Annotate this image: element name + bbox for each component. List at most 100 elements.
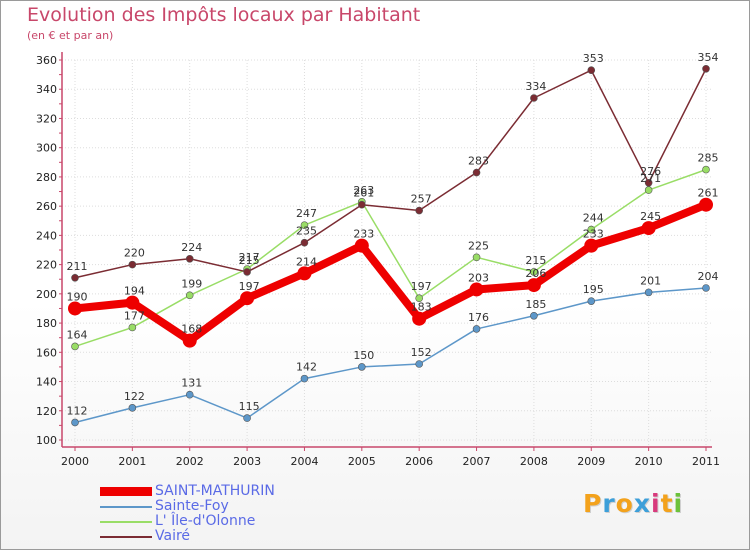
- data-label: 257: [411, 193, 432, 206]
- x-tick-label: 2011: [692, 455, 720, 468]
- data-point: [128, 260, 137, 269]
- x-tick-label: 2000: [61, 455, 89, 468]
- data-label: 115: [239, 400, 260, 413]
- x-tick-label: 2004: [290, 455, 318, 468]
- data-point: [358, 200, 366, 209]
- y-tick-label: 320: [36, 112, 57, 125]
- x-tick-label: 2006: [405, 455, 433, 468]
- logo-letter: P: [583, 489, 603, 518]
- data-point: [469, 282, 484, 297]
- data-point: [415, 360, 423, 368]
- data-label: 190: [67, 290, 88, 303]
- data-label: 201: [640, 274, 661, 287]
- y-tick-label: 340: [36, 83, 57, 96]
- data-label: 185: [525, 298, 546, 311]
- data-point: [300, 238, 309, 247]
- data-point: [530, 311, 538, 320]
- data-label: 214: [296, 255, 317, 268]
- data-label: 247: [296, 207, 317, 220]
- data-point: [182, 333, 197, 348]
- x-tick-label: 2007: [463, 455, 491, 468]
- data-point: [71, 418, 79, 427]
- data-point: [584, 238, 599, 253]
- data-label: 285: [698, 152, 719, 165]
- data-point: [358, 363, 366, 371]
- y-tick-label: 260: [36, 200, 57, 213]
- x-tick-label: 2009: [577, 455, 605, 468]
- data-point: [415, 294, 423, 303]
- data-label: 197: [411, 280, 432, 293]
- data-point: [185, 254, 194, 263]
- data-label: 245: [640, 210, 661, 223]
- data-point: [243, 268, 251, 276]
- legend-label: SAINT-MATHURIN: [155, 483, 275, 499]
- data-point: [354, 238, 369, 253]
- x-tick-label: 2005: [348, 455, 376, 468]
- data-point: [641, 221, 656, 236]
- data-point: [71, 342, 79, 351]
- data-label: 122: [124, 390, 145, 403]
- y-tick-label: 100: [36, 434, 57, 447]
- data-label: 176: [468, 311, 489, 324]
- x-tick-label: 2010: [635, 455, 663, 468]
- data-label: 215: [239, 254, 260, 267]
- data-point: [587, 225, 596, 234]
- data-label: 194: [124, 285, 145, 298]
- data-point: [185, 390, 194, 399]
- data-label: 244: [583, 212, 604, 225]
- data-point: [243, 414, 251, 422]
- data-point: [128, 404, 137, 412]
- logo-letter: t: [660, 489, 674, 518]
- data-point: [472, 168, 481, 177]
- data-point: [587, 297, 596, 305]
- data-label: 152: [411, 346, 432, 359]
- data-point: [587, 66, 596, 75]
- series-line: [74, 287, 707, 424]
- data-point: [412, 311, 427, 326]
- y-tick-label: 140: [36, 376, 57, 389]
- x-tick-label: 2001: [118, 455, 146, 468]
- y-tick-label: 200: [36, 288, 57, 301]
- data-label: 233: [353, 228, 374, 241]
- data-point: [702, 165, 710, 174]
- data-label: 204: [698, 270, 719, 283]
- data-label: 235: [296, 225, 317, 238]
- data-label: 271: [640, 172, 661, 185]
- y-tick-label: 240: [36, 229, 57, 242]
- chart-title: Evolution des Impôts locaux par Habitant: [27, 4, 421, 26]
- y-tick-label: 280: [36, 171, 57, 184]
- data-point: [300, 374, 309, 383]
- data-label: 334: [525, 80, 546, 93]
- data-point: [415, 206, 423, 215]
- data-point: [702, 284, 710, 292]
- legend-item-saint-mathurin: SAINT-MATHURIN: [100, 484, 400, 499]
- data-label: 112: [67, 404, 88, 417]
- legend-swatch-saint-mathurin: [100, 487, 152, 496]
- data-label: 177: [124, 309, 145, 322]
- legend-item-sainte-foy: Sainte-Foy: [100, 499, 400, 514]
- legend-swatch-ile-d-olonne: [100, 521, 152, 523]
- data-label: 224: [181, 241, 202, 254]
- logo-letter: x: [633, 489, 651, 518]
- data-label: 261: [698, 187, 719, 200]
- series-line: [74, 168, 707, 348]
- data-label: 220: [124, 247, 145, 260]
- data-point: [68, 301, 82, 316]
- legend-item-vaire: Vairé: [100, 529, 400, 544]
- data-label: 276: [640, 165, 661, 178]
- legend-label: L' Île-d'Olonne: [155, 513, 256, 529]
- x-tick-label: 2008: [520, 455, 548, 468]
- data-label: 199: [181, 277, 202, 290]
- data-label: 353: [583, 52, 604, 65]
- data-point: [644, 186, 653, 194]
- legend-swatch-sainte-foy: [100, 506, 152, 508]
- data-label: 283: [468, 155, 489, 168]
- data-label: 203: [468, 271, 489, 284]
- data-point: [472, 325, 481, 333]
- logo-letter: o: [615, 489, 634, 518]
- legend-label: Vairé: [155, 528, 191, 544]
- x-tick-label: 2003: [233, 455, 261, 468]
- data-point: [526, 278, 541, 293]
- data-point: [125, 295, 140, 310]
